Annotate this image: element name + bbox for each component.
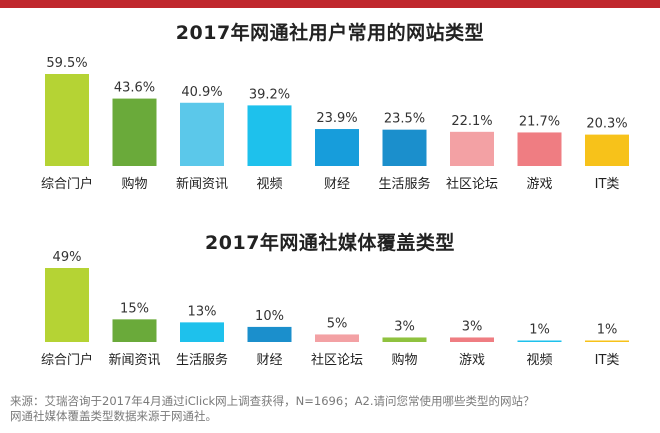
footnote-line-1: 来源：艾瑞咨询于2017年4月通过iClick网上调查获得，N=1696；A2.…: [10, 394, 535, 408]
coverage-value-label-4: 10%: [255, 309, 284, 324]
coverage-category-label-8: 视频: [526, 353, 552, 368]
coverage-bar-5: [315, 334, 359, 342]
usage-value-label-7: 22.1%: [451, 114, 492, 129]
usage-bar-7: [450, 131, 494, 166]
usage-value-label-3: 40.9%: [181, 85, 222, 100]
usage-category-label-8: 游戏: [526, 177, 552, 192]
coverage-bar-4: [247, 326, 292, 342]
coverage-value-label-1: 49%: [53, 250, 82, 265]
usage-bar-1: [45, 74, 89, 166]
coverage-value-label-3: 13%: [188, 304, 217, 319]
coverage-bar-chart: 49% 综合门户 15% 新闻资讯 13% 生活服务 10% 财经 5% 社区论坛 3% 购物 3% 游戏…: [41, 250, 629, 368]
coverage-bar-1: [45, 268, 89, 342]
coverage-category-label-7: 游戏: [459, 353, 485, 368]
usage-category-label-6: 生活服务: [378, 176, 430, 192]
coverage-bar-6: [382, 337, 427, 342]
usage-value-label-8: 21.7%: [519, 114, 560, 129]
usage-category-label-1: 综合门户: [41, 176, 93, 192]
coverage-category-label-1: 综合门户: [41, 352, 93, 368]
coverage-bar-9: [585, 340, 629, 342]
usage-category-label-5: 财经: [324, 177, 350, 192]
usage-bar-5: [315, 129, 359, 166]
coverage-bar-8: [517, 340, 562, 342]
usage-bar-3: [180, 102, 224, 166]
coverage-category-label-5: 社区论坛: [311, 352, 363, 368]
coverage-category-label-2: 新闻资讯: [108, 352, 160, 368]
usage-bar-4: [247, 105, 292, 166]
coverage-category-label-6: 购物: [391, 352, 417, 368]
usage-category-label-2: 购物: [121, 176, 147, 192]
usage-bar-9: [585, 134, 629, 166]
coverage-value-label-8: 1%: [529, 322, 550, 337]
usage-value-label-9: 20.3%: [586, 117, 627, 132]
usage-value-label-6: 23.5%: [384, 112, 425, 127]
chart-title-coverage: 2017年网通社媒体覆盖类型: [205, 232, 455, 254]
source-footnote: 来源：艾瑞咨询于2017年4月通过iClick网上调查获得，N=1696；A2.…: [10, 394, 655, 424]
coverage-category-label-4: 财经: [256, 353, 282, 368]
coverage-value-label-2: 15%: [120, 301, 149, 316]
usage-bar-6: [382, 129, 427, 166]
usage-category-label-9: IT类: [595, 177, 620, 192]
usage-value-label-2: 43.6%: [114, 81, 155, 96]
top-accent-bar: [0, 0, 660, 8]
chart-title-usage: 2017年网通社用户常用的网站类型: [175, 22, 485, 44]
coverage-bar-3: [180, 322, 224, 342]
coverage-value-label-6: 3%: [394, 319, 415, 334]
usage-value-label-5: 23.9%: [316, 111, 357, 126]
coverage-value-label-5: 5%: [327, 316, 348, 331]
usage-bar-8: [517, 132, 562, 166]
coverage-bar-7: [450, 337, 494, 342]
usage-bar-2: [112, 98, 157, 166]
usage-value-label-1: 59.5%: [46, 56, 87, 71]
coverage-value-label-7: 3%: [462, 319, 483, 334]
usage-category-label-7: 社区论坛: [446, 176, 498, 192]
coverage-category-label-9: IT类: [595, 353, 620, 368]
footnote-line-2: 网通社媒体覆盖类型数据来源于网通社。: [10, 409, 217, 423]
usage-category-label-4: 视频: [256, 177, 282, 192]
coverage-value-label-9: 1%: [597, 322, 618, 337]
usage-bar-chart: 59.5% 综合门户 43.6% 购物 40.9% 新闻资讯 39.2% 视频 23.9% 财经 2…: [41, 56, 629, 192]
coverage-bar-2: [112, 319, 157, 342]
coverage-category-label-3: 生活服务: [176, 352, 228, 368]
usage-category-label-3: 新闻资讯: [176, 176, 228, 192]
usage-value-label-4: 39.2%: [249, 87, 290, 102]
